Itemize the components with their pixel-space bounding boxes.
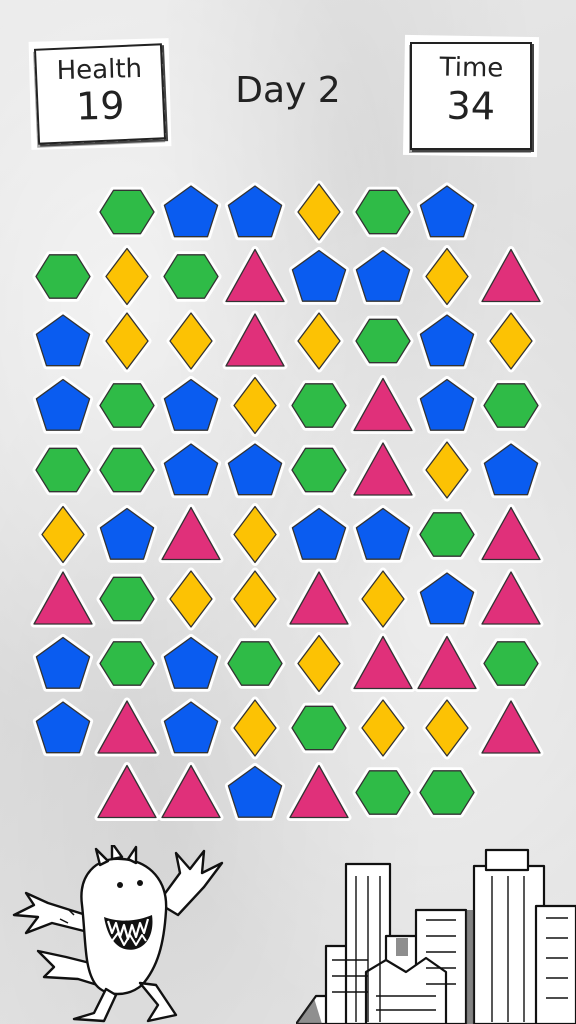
monster-icon bbox=[12, 845, 224, 1023]
gem-pentagon-r4-c3[interactable] bbox=[160, 376, 222, 434]
gem-diamond-r9-c7[interactable] bbox=[422, 696, 472, 760]
gem-hexagon-r9-c5[interactable] bbox=[288, 702, 350, 754]
gem-pentagon-r6-c2[interactable] bbox=[96, 505, 158, 563]
gem-hexagon-r3-c6[interactable] bbox=[352, 315, 414, 367]
gem-pentagon-r6-c5[interactable] bbox=[288, 505, 350, 563]
gem-triangle-r7-c1[interactable] bbox=[30, 568, 96, 628]
gem-pentagon-r1-c3[interactable] bbox=[160, 182, 222, 241]
gem-hexagon-r2-c1[interactable] bbox=[32, 251, 94, 302]
gem-diamond-r2-c2[interactable] bbox=[102, 245, 152, 308]
day-label: Day 2 bbox=[235, 70, 341, 111]
gem-pentagon-r2-c5[interactable] bbox=[288, 247, 350, 305]
gem-hexagon-r4-c8[interactable] bbox=[480, 380, 542, 431]
gem-triangle-r2-c4[interactable] bbox=[222, 246, 288, 305]
gem-triangle-r10-c2[interactable] bbox=[94, 762, 160, 821]
gem-pentagon-r3-c1[interactable] bbox=[32, 311, 94, 370]
gem-hexagon-r4-c2[interactable] bbox=[96, 380, 158, 431]
gem-hexagon-r7-c2[interactable] bbox=[96, 573, 158, 625]
gem-diamond-r6-c1[interactable] bbox=[38, 503, 88, 566]
gem-triangle-r2-c8[interactable] bbox=[478, 246, 544, 305]
gem-pentagon-r8-c1[interactable] bbox=[32, 634, 94, 692]
gem-hexagon-r8-c8[interactable] bbox=[480, 638, 542, 689]
gem-triangle-r10-c3[interactable] bbox=[158, 762, 224, 821]
gem-hexagon-r10-c6[interactable] bbox=[352, 767, 414, 818]
gem-triangle-r4-c6[interactable] bbox=[350, 375, 416, 434]
gem-triangle-r7-c5[interactable] bbox=[286, 568, 352, 628]
gem-diamond-r2-c7[interactable] bbox=[422, 245, 472, 308]
gem-diamond-r4-c4[interactable] bbox=[230, 374, 280, 437]
gem-pentagon-r5-c3[interactable] bbox=[160, 440, 222, 499]
gem-pentagon-r6-c6[interactable] bbox=[352, 505, 414, 563]
gem-pentagon-r2-c6[interactable] bbox=[352, 247, 414, 305]
gem-pentagon-r10-c4[interactable] bbox=[224, 763, 286, 821]
gem-pentagon-r3-c7[interactable] bbox=[416, 311, 478, 370]
gem-pentagon-r1-c4[interactable] bbox=[224, 182, 286, 241]
gem-diamond-r3-c8[interactable] bbox=[486, 309, 536, 373]
gem-diamond-r7-c6[interactable] bbox=[358, 567, 408, 631]
gem-hexagon-r5-c5[interactable] bbox=[288, 444, 350, 496]
gem-hexagon-r10-c7[interactable] bbox=[416, 767, 478, 818]
gem-pentagon-r7-c7[interactable] bbox=[416, 569, 478, 628]
gem-hexagon-r5-c1[interactable] bbox=[32, 444, 94, 496]
gem-diamond-r5-c7[interactable] bbox=[422, 438, 472, 502]
gem-pentagon-r9-c1[interactable] bbox=[32, 698, 94, 757]
gem-diamond-r6-c4[interactable] bbox=[230, 503, 280, 566]
gem-triangle-r3-c4[interactable] bbox=[222, 310, 288, 370]
gem-triangle-r8-c6[interactable] bbox=[350, 633, 416, 692]
gem-pentagon-r4-c7[interactable] bbox=[416, 376, 478, 434]
gem-hexagon-r8-c4[interactable] bbox=[224, 638, 286, 689]
gem-triangle-r5-c6[interactable] bbox=[350, 439, 416, 499]
gem-hexagon-r1-c2[interactable] bbox=[96, 186, 158, 238]
gem-triangle-r9-c8[interactable] bbox=[478, 697, 544, 757]
gem-diamond-r7-c3[interactable] bbox=[166, 567, 216, 631]
gem-triangle-r7-c8[interactable] bbox=[478, 568, 544, 628]
gem-diamond-r3-c2[interactable] bbox=[102, 309, 152, 373]
gem-hexagon-r6-c7[interactable] bbox=[416, 509, 478, 560]
gem-hexagon-r5-c2[interactable] bbox=[96, 444, 158, 496]
gem-pentagon-r8-c3[interactable] bbox=[160, 634, 222, 692]
gem-pentagon-r1-c7[interactable] bbox=[416, 182, 478, 241]
gem-hexagon-r1-c6[interactable] bbox=[352, 186, 414, 238]
gem-triangle-r6-c8[interactable] bbox=[478, 504, 544, 563]
gem-hexagon-r8-c2[interactable] bbox=[96, 638, 158, 689]
gem-pentagon-r4-c1[interactable] bbox=[32, 376, 94, 434]
gem-diamond-r9-c6[interactable] bbox=[358, 696, 408, 760]
gem-hexagon-r4-c5[interactable] bbox=[288, 380, 350, 431]
gem-diamond-r8-c5[interactable] bbox=[294, 632, 344, 695]
gem-pentagon-r5-c4[interactable] bbox=[224, 440, 286, 499]
city-skyline-icon bbox=[296, 848, 576, 1024]
gem-diamond-r9-c4[interactable] bbox=[230, 696, 280, 760]
gem-triangle-r6-c3[interactable] bbox=[158, 504, 224, 563]
gem-diamond-r7-c4[interactable] bbox=[230, 567, 280, 631]
gem-pentagon-r9-c3[interactable] bbox=[160, 698, 222, 757]
gem-diamond-r1-c5[interactable] bbox=[294, 180, 344, 244]
gem-diamond-r3-c5[interactable] bbox=[294, 309, 344, 373]
gem-triangle-r9-c2[interactable] bbox=[94, 697, 160, 757]
gem-hexagon-r2-c3[interactable] bbox=[160, 251, 222, 302]
gem-triangle-r8-c7[interactable] bbox=[414, 633, 480, 692]
gem-pentagon-r5-c8[interactable] bbox=[480, 440, 542, 499]
gem-diamond-r3-c3[interactable] bbox=[166, 309, 216, 373]
gem-triangle-r10-c5[interactable] bbox=[286, 762, 352, 821]
